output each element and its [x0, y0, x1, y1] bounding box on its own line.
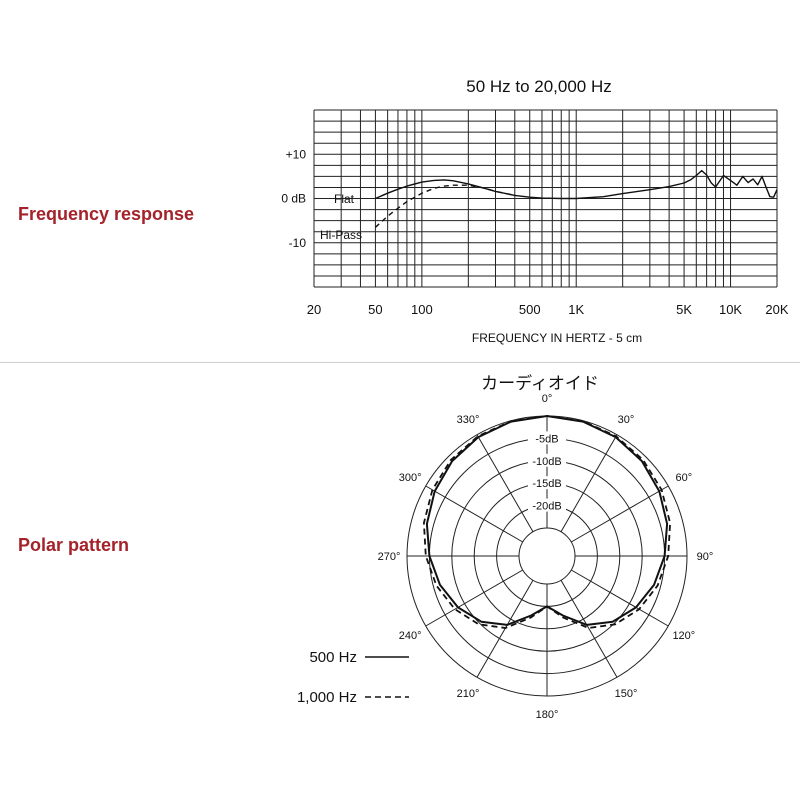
polar-ring-label-bg	[528, 431, 566, 445]
polar-angle-label: 90°	[697, 551, 714, 563]
polar-angle-label: 0°	[542, 393, 553, 405]
freq-x-tick-label: 100	[411, 302, 433, 317]
legend-1000hz: 1,000 Hz	[297, 689, 409, 706]
polar-angle-label: 330°	[457, 414, 480, 426]
frequency-response-label: Frequency response	[18, 204, 195, 224]
polar-angle-label: 270°	[378, 551, 401, 563]
polar-1000hz-curve	[423, 415, 671, 629]
polar-angle-label: 300°	[399, 472, 422, 484]
freq-grid	[313, 109, 778, 288]
freq-x-tick-label: 500	[519, 302, 541, 317]
flat-annotation: Flat	[334, 192, 355, 206]
freq-x-tick-label: 20K	[765, 302, 788, 317]
polar-pattern-label: Polar pattern	[18, 535, 130, 555]
freq-x-tick-label: 5K	[676, 302, 692, 317]
freq-x-tick-label: 20	[307, 302, 321, 317]
freq-y-tick-label: +10	[286, 147, 307, 161]
polar-spoke	[560, 579, 618, 678]
freq-x-tick-label: 10K	[719, 302, 742, 317]
hipass-annotation: Hi-Pass	[320, 228, 362, 242]
polar-spoke	[560, 434, 618, 533]
polar-ring-label-bg	[528, 498, 566, 512]
freq-chart-title: 50 Hz to 20,000 Hz	[466, 77, 612, 96]
polar-series-group	[423, 415, 671, 629]
polar-spoke	[570, 485, 669, 543]
freq-x-tick-label: 1K	[568, 302, 584, 317]
polar-pattern-chart: カーディオイド 0° 30° 60° 90° 120° 150° 180° 210° 240° 2…	[297, 373, 714, 721]
hipass-response-line	[374, 184, 515, 228]
polar-spoke	[570, 569, 669, 627]
polar-ring-label: -20dB	[532, 501, 561, 513]
polar-ring	[518, 527, 576, 585]
freq-x-tick-label: 50	[368, 302, 382, 317]
polar-angle-label: 180°	[536, 709, 559, 721]
polar-angle-labels: 0° 30° 60° 90° 120° 150° 180° 210° 240° 270° 300° 3…	[378, 393, 714, 721]
polar-ring-label-bg	[528, 476, 566, 490]
polar-angle-label: 240°	[399, 630, 422, 642]
polar-angle-label: 210°	[457, 688, 480, 700]
polar-angle-label: 120°	[672, 630, 695, 642]
polar-angle-label: 30°	[618, 414, 635, 426]
freq-y-tick-labels: +10 0 dB -10	[281, 147, 306, 250]
legend-500hz: 500 Hz	[309, 649, 409, 666]
legend-1000hz-label: 1,000 Hz	[297, 689, 357, 706]
polar-ring-labels: -5dB -10dB -15dB -20dB	[528, 431, 566, 513]
freq-x-axis-label: FREQUENCY IN HERTZ - 5 cm	[472, 331, 642, 345]
section-divider	[0, 362, 800, 363]
polar-ring-label: -5dB	[535, 433, 558, 445]
polar-spoke	[425, 569, 524, 627]
polar-chart-title: カーディオイド	[481, 373, 599, 393]
polar-ring-label-bg	[528, 453, 566, 467]
polar-ring-label: -10dB	[532, 456, 561, 468]
freq-y-tick-label: -10	[289, 236, 307, 250]
freq-y-tick-label: 0 dB	[281, 192, 306, 206]
freq-x-tick-labels: 20 50 100 500 1K 5K 10K 20K	[307, 302, 789, 317]
polar-ring-label: -15dB	[532, 478, 561, 490]
polar-spoke	[476, 434, 534, 533]
polar-spoke	[425, 485, 524, 543]
freq-series-group	[374, 169, 778, 228]
polar-angle-label: 60°	[676, 472, 693, 484]
flat-response-line	[375, 169, 778, 200]
polar-angle-label: 150°	[615, 688, 638, 700]
frequency-response-chart: 50 Hz to 20,000 Hz +10 0 dB -10 20 50 100 500…	[281, 77, 789, 345]
legend-500hz-label: 500 Hz	[309, 649, 357, 666]
